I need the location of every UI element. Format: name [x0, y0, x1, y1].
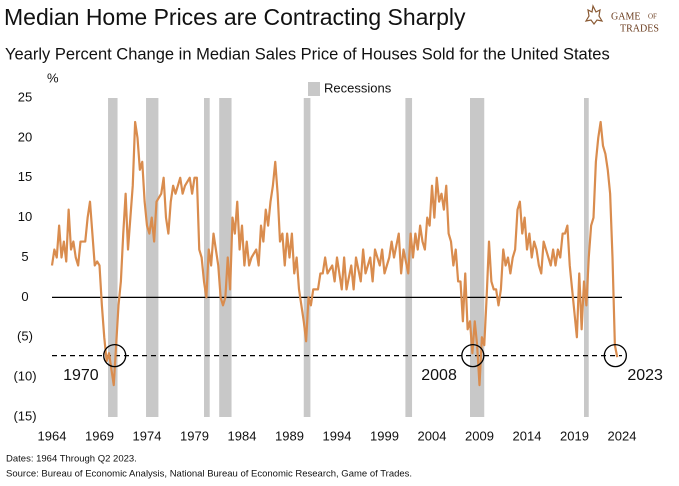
x-tick-label: 1994: [323, 428, 352, 443]
chart-subtitle: Yearly Percent Change in Median Sales Pr…: [5, 45, 610, 63]
recession-band: [146, 98, 159, 417]
y-tick-label: (10): [13, 369, 36, 384]
annotation-circle: [603, 343, 627, 368]
x-tick-label: 1984: [228, 428, 257, 443]
x-tick-label: 2024: [608, 428, 637, 443]
chart-title: Median Home Prices are Contracting Sharp…: [4, 4, 466, 30]
recession-band: [470, 98, 485, 417]
logo-text: OF: [648, 13, 657, 21]
y-tick-label: 10: [18, 209, 32, 224]
x-tick-label: 2004: [418, 428, 447, 443]
note: Dates: 1964 Through Q2 2023.: [6, 454, 137, 465]
logo-text: GAME: [611, 11, 640, 22]
recession-band: [204, 98, 210, 417]
x-tick-label: 1969: [85, 428, 114, 443]
recession-band: [108, 98, 118, 417]
y-tick-label: (15): [13, 408, 36, 423]
legend-swatch: [308, 82, 320, 96]
y-tick-label: 25: [18, 89, 32, 104]
x-tick-label: 1979: [180, 428, 209, 443]
y-tick-label: (5): [17, 329, 33, 344]
note: Source: Bureau of Economic Analysis, Nat…: [6, 469, 412, 480]
annotation-circle: [103, 343, 127, 368]
logo-text: TRADES: [620, 23, 659, 34]
x-tick-label: 1964: [38, 428, 67, 443]
y-tick-label: 0: [21, 289, 28, 304]
y-unit: %: [47, 70, 59, 85]
legend-label: Recessions: [324, 80, 392, 95]
data-line: [50, 120, 619, 387]
annotation-label: 2023: [627, 367, 663, 384]
y-tick-label: 5: [21, 249, 28, 264]
y-tick-label: 15: [18, 169, 32, 184]
x-tick-label: 2014: [513, 428, 542, 443]
x-tick-label: 1989: [275, 428, 304, 443]
x-tick-label: 2009: [465, 428, 494, 443]
logo-icon: [584, 4, 604, 25]
x-tick-label: 1974: [133, 428, 162, 443]
y-tick-label: 20: [18, 129, 32, 144]
x-tick-label: 2019: [560, 428, 589, 443]
annotation-label: 2008: [421, 367, 457, 384]
annotation-circle: [461, 343, 485, 368]
x-tick-label: 1999: [370, 428, 399, 443]
annotation-label: 1970: [63, 367, 99, 384]
logo: GAME OF TRADES: [584, 4, 659, 34]
recession-band: [303, 98, 311, 417]
recession-band: [219, 98, 232, 417]
recession-band: [584, 98, 589, 417]
